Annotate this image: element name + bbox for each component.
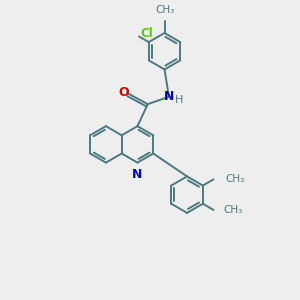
Text: Cl: Cl [140,27,153,40]
Text: N: N [132,168,143,181]
Text: CH₃: CH₃ [155,5,174,15]
Text: O: O [118,86,129,99]
Text: N: N [164,90,175,103]
Text: CH₃: CH₃ [226,174,245,184]
Text: CH₃: CH₃ [224,205,243,215]
Text: H: H [175,95,183,105]
